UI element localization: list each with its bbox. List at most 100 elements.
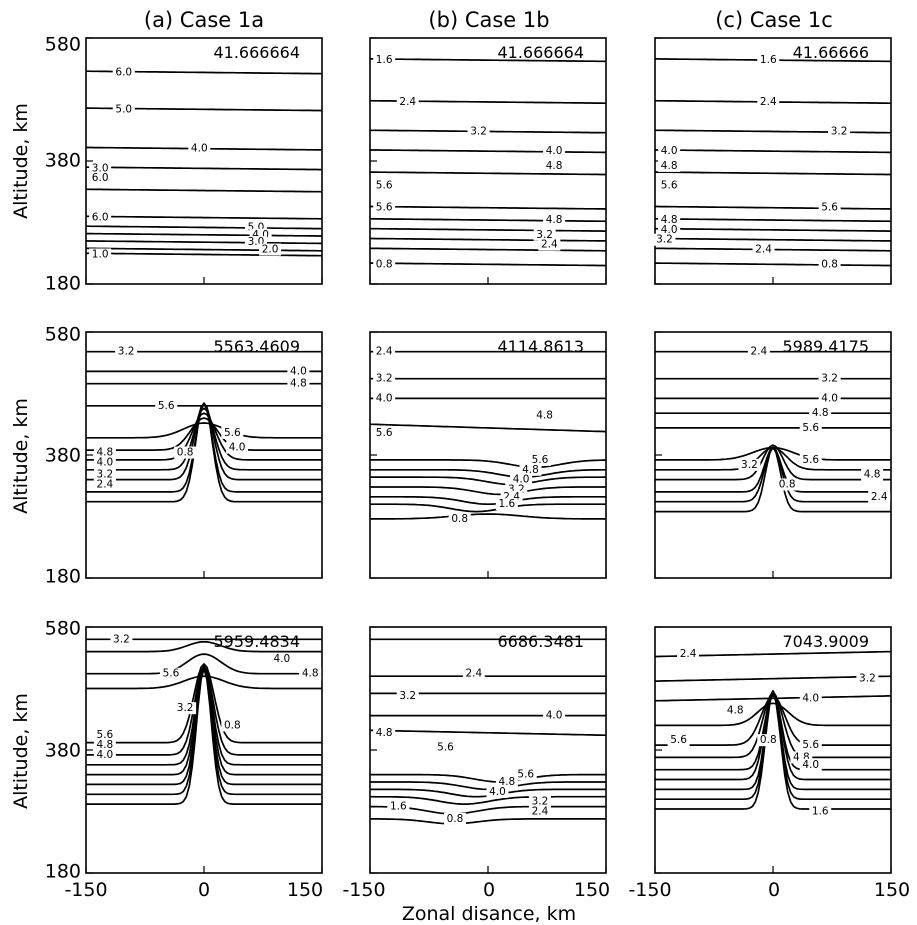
contour-label-bg [110, 633, 133, 646]
contour-line [654, 695, 891, 702]
contour-label: 4.8 [546, 160, 563, 172]
contour-label: 2.4 [871, 491, 888, 503]
contour-line [655, 205, 892, 210]
contour-label-bg [738, 458, 761, 471]
contour-label-bg [519, 463, 542, 476]
contour-label-bg [809, 407, 832, 420]
contour-label: 4.0 [546, 710, 563, 722]
contour-label: 4.8 [97, 447, 114, 459]
contour-label-bg [818, 392, 841, 405]
contour-line [370, 262, 607, 267]
contour-label: 2.4 [97, 479, 114, 491]
contour-label-bg [510, 473, 533, 486]
contour-line [655, 446, 891, 461]
contour-line [655, 692, 891, 810]
contour-line [86, 653, 322, 675]
contour-label-bg [828, 125, 851, 138]
contour-label-bg [528, 805, 551, 818]
contour-label-bg [757, 95, 780, 108]
contour-label-bg [396, 95, 419, 108]
column-title-1a: (a) Case 1a [144, 8, 264, 32]
contour-label-bg [188, 142, 211, 155]
contour-line [655, 446, 891, 513]
contour-label-bg [658, 159, 681, 172]
contour-line [655, 171, 891, 176]
contour-line [86, 665, 322, 796]
contour-label: 5.6 [802, 454, 819, 466]
contour-label: 4.0 [513, 474, 530, 486]
contour-label-bg [387, 800, 410, 813]
contour-label: 4.8 [499, 776, 516, 788]
contour-label: 0.8 [779, 479, 796, 491]
contour-label: 1.6 [390, 801, 407, 813]
panel-frame [369, 331, 607, 579]
contour-label-bg [174, 702, 197, 715]
contour-label-bg [373, 201, 396, 214]
contour-label-bg [396, 689, 419, 702]
contour-label: 1.6 [499, 498, 516, 510]
contour-line [655, 262, 892, 267]
contour-label-bg [373, 258, 396, 271]
y-axis-label-row3: Altitude, km [10, 693, 32, 809]
contour-label: 3.2 [821, 373, 838, 385]
contour-label: 4.0 [661, 224, 678, 236]
contour-label-bg [287, 377, 310, 390]
contour-label-bg [533, 409, 556, 422]
x-tick-a-mid: 0 [198, 879, 210, 901]
contour-label: 4.8 [727, 705, 744, 717]
panel-1a-1: 6.05.04.03.06.06.05.04.03.02.01.041.6666… [85, 37, 323, 285]
contour-line [370, 795, 606, 805]
contour-label: 5.6 [163, 668, 180, 680]
panel-frame [369, 37, 607, 285]
contour-label-bg [658, 179, 681, 192]
contour-label: 5.6 [376, 202, 393, 214]
contour-line [655, 446, 891, 503]
contour-label: 5.6 [158, 400, 175, 412]
contour-label: 2.4 [541, 239, 558, 251]
contour-line [370, 495, 606, 506]
contour-label-bg [93, 739, 116, 752]
panel-timestamp: 41.666664 [497, 43, 584, 62]
contour-label-bg [93, 478, 116, 491]
contour-label: 5.6 [517, 769, 534, 781]
contour-label: 5.6 [821, 202, 838, 214]
contour-label-bg [155, 399, 178, 412]
contour-label-bg [93, 456, 116, 469]
contour-label-bg [528, 795, 551, 808]
panel-timestamp: 41.666664 [213, 43, 300, 62]
y-tick-row3-bot: 180 [45, 861, 81, 883]
contour-label: 3.2 [177, 702, 194, 714]
contour-line [86, 665, 322, 756]
contour-label-bg [89, 248, 112, 261]
contour-label: 4.0 [489, 786, 506, 798]
contour-line [370, 805, 606, 815]
contour-label-bg [818, 201, 841, 214]
contour-label: 3.2 [532, 796, 549, 808]
contour-label-bg [543, 214, 566, 227]
contour-label: 5.6 [802, 739, 819, 751]
contour-label: 4.0 [802, 692, 819, 704]
contour-label: 3.2 [399, 690, 416, 702]
panel-timestamp: 6686.3481 [497, 632, 584, 651]
contour-line [655, 237, 891, 242]
contour-label-bg [653, 233, 676, 246]
contour-label: 4.8 [864, 469, 881, 481]
y-tick-labels: 580 380 180 580 380 180 580 380 180 [45, 34, 81, 883]
contour-label: 0.8 [447, 813, 464, 825]
contour-label-bg [543, 159, 566, 172]
y-tick-row3-top: 580 [45, 618, 81, 640]
contour-label-bg [221, 426, 244, 439]
panel-frame [85, 331, 323, 579]
contour-line [370, 503, 606, 513]
contour-line [86, 407, 322, 471]
y-tick-row3-mid: 380 [45, 740, 81, 762]
contour-label: 5.6 [532, 454, 549, 466]
contour-label-bg [89, 172, 112, 185]
contour-line [86, 402, 322, 493]
panel-timestamp: 7043.9009 [782, 632, 869, 651]
x-tick-c-mid: 0 [768, 879, 780, 901]
contour-label-bg [799, 692, 822, 705]
contour-line [655, 690, 891, 801]
contour-line [369, 149, 606, 154]
